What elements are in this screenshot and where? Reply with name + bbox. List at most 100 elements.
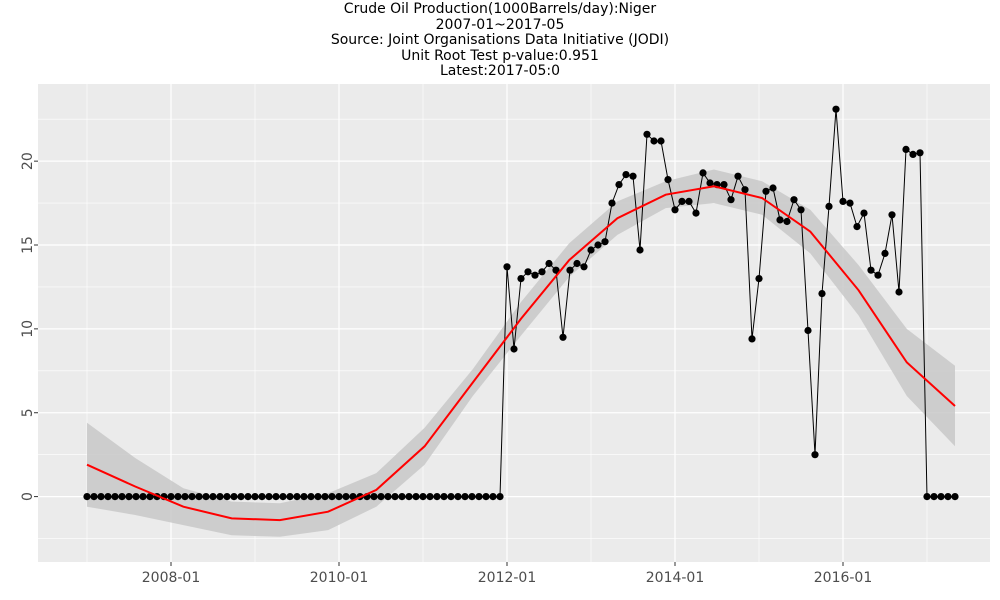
- data-point: [937, 493, 945, 501]
- data-point: [482, 493, 490, 501]
- data-point: [307, 493, 315, 501]
- data-point: [678, 197, 686, 205]
- data-point: [335, 493, 343, 501]
- data-point: [377, 493, 385, 501]
- chart-source: Source: Joint Organisations Data Initiat…: [330, 32, 670, 48]
- data-point: [664, 176, 672, 184]
- data-point: [370, 493, 378, 501]
- data-point: [202, 493, 210, 501]
- x-tick-label: 2012-01: [478, 570, 537, 586]
- data-point: [881, 249, 889, 257]
- data-point: [300, 493, 308, 501]
- x-tick-label: 2016-01: [814, 570, 873, 586]
- data-point: [776, 216, 784, 224]
- data-point: [741, 186, 749, 194]
- data-point: [426, 493, 434, 501]
- data-point: [468, 493, 476, 501]
- data-point: [734, 172, 742, 180]
- data-point: [846, 199, 854, 207]
- data-point: [769, 184, 777, 192]
- y-tick-label: 5: [20, 408, 36, 417]
- data-point: [321, 493, 329, 501]
- data-point: [727, 196, 735, 204]
- data-point: [622, 171, 630, 179]
- data-point: [895, 288, 903, 296]
- data-point: [762, 187, 770, 195]
- data-point: [440, 493, 448, 501]
- y-axis: 0 5 10 15 20: [20, 152, 38, 501]
- data-point: [594, 241, 602, 249]
- data-point: [951, 493, 959, 501]
- data-point: [790, 196, 798, 204]
- data-point: [559, 333, 567, 341]
- data-point: [174, 493, 182, 501]
- data-point: [349, 493, 357, 501]
- data-point: [279, 493, 287, 501]
- data-point: [916, 149, 924, 157]
- data-point: [748, 335, 756, 343]
- data-point: [118, 493, 126, 501]
- data-point: [167, 493, 175, 501]
- data-point: [783, 217, 791, 226]
- data-point: [580, 263, 588, 271]
- data-point: [839, 197, 847, 205]
- data-point: [587, 246, 595, 254]
- data-point: [195, 493, 203, 501]
- data-point: [146, 493, 154, 501]
- chart-latest: Latest:2017-05:0: [439, 63, 561, 79]
- data-point: [314, 493, 322, 501]
- data-point: [545, 259, 553, 268]
- data-point: [223, 493, 231, 501]
- data-point: [391, 493, 399, 501]
- data-point: [853, 223, 861, 231]
- data-point: [706, 179, 714, 187]
- y-tick-label: 0: [20, 492, 36, 501]
- data-point: [97, 493, 105, 501]
- chart-date-range: 2007-01~2017-05: [435, 16, 565, 33]
- data-point: [818, 290, 826, 298]
- data-point: [685, 197, 693, 205]
- data-point: [342, 493, 350, 501]
- data-point: [503, 263, 511, 271]
- data-point: [104, 493, 112, 501]
- x-tick-label: 2010-01: [310, 570, 369, 586]
- data-point: [601, 238, 609, 246]
- data-point: [832, 105, 840, 113]
- data-point: [230, 493, 238, 501]
- y-tick-label: 10: [20, 320, 36, 338]
- data-point: [412, 493, 420, 501]
- data-point: [944, 493, 952, 501]
- data-point: [888, 211, 896, 219]
- data-point: [860, 209, 868, 217]
- data-point: [566, 266, 574, 274]
- data-point: [419, 493, 427, 501]
- data-point: [531, 271, 539, 279]
- data-point: [475, 493, 483, 501]
- data-point: [489, 493, 497, 501]
- data-point: [909, 150, 917, 158]
- data-point: [510, 345, 518, 353]
- data-point: [258, 493, 266, 501]
- x-tick-label: 2014-01: [646, 570, 705, 586]
- data-point: [405, 493, 413, 501]
- data-point: [132, 493, 140, 501]
- data-point: [272, 493, 280, 501]
- data-point: [461, 493, 469, 501]
- confidence-band: [87, 169, 955, 537]
- data-point: [902, 145, 910, 153]
- data-point: [83, 493, 91, 501]
- data-point: [692, 209, 700, 217]
- data-points: [83, 105, 959, 501]
- data-point: [328, 493, 336, 501]
- data-point: [755, 275, 763, 283]
- y-tick-label: 15: [20, 236, 36, 254]
- data-point: [517, 275, 525, 283]
- chart-title: Crude Oil Production(1000Barrels/day):Ni…: [343, 1, 657, 17]
- smooth-fit-line: [86, 185, 956, 522]
- data-point: [90, 493, 98, 501]
- data-point: [797, 206, 805, 214]
- data-point: [398, 493, 406, 501]
- data-point: [720, 181, 728, 189]
- x-axis: 2008-01 2010-01 2012-01 2014-01 2016-01: [142, 562, 873, 586]
- chart-title-block: Crude Oil Production(1000Barrels/day):Ni…: [0, 1, 1000, 80]
